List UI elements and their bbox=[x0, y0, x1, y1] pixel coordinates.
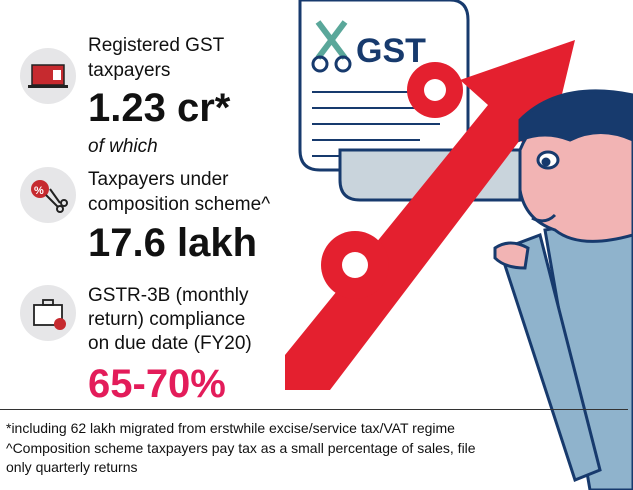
stat-label-line: GSTR-3B (monthly bbox=[88, 285, 249, 306]
thinking-man bbox=[493, 89, 633, 490]
stat-label-line: Taxpayers under bbox=[88, 169, 229, 190]
document-title: GST bbox=[356, 32, 426, 70]
stat-label-line: Registered GST bbox=[88, 35, 225, 56]
stat-label-line: composition scheme^ bbox=[88, 194, 271, 215]
stat-label-line: on due date (FY20) bbox=[88, 333, 252, 354]
divider bbox=[0, 409, 628, 410]
stat-value-composition: 17.6 lakh bbox=[88, 221, 258, 265]
stat-label-line: return) compliance bbox=[88, 309, 246, 330]
footnote: *including 62 lakh migrated from erstwhi… bbox=[6, 420, 455, 436]
scissors-percent-icon: % bbox=[20, 167, 76, 223]
footnote: only quarterly returns bbox=[6, 459, 138, 475]
scissors-icon bbox=[311, 20, 352, 73]
briefcase-icon bbox=[20, 285, 76, 341]
stat-value-compliance: 65-70% bbox=[88, 362, 226, 406]
connector-text: of which bbox=[88, 136, 158, 157]
svg-text:%: % bbox=[34, 185, 44, 197]
rising-arrow bbox=[285, 40, 575, 390]
stat-value-registered: 1.23 cr* bbox=[88, 86, 231, 130]
laptop-icon bbox=[20, 48, 76, 104]
footnote: ^Composition scheme taxpayers pay tax as… bbox=[6, 440, 476, 456]
stat-label-line: taxpayers bbox=[88, 60, 171, 81]
